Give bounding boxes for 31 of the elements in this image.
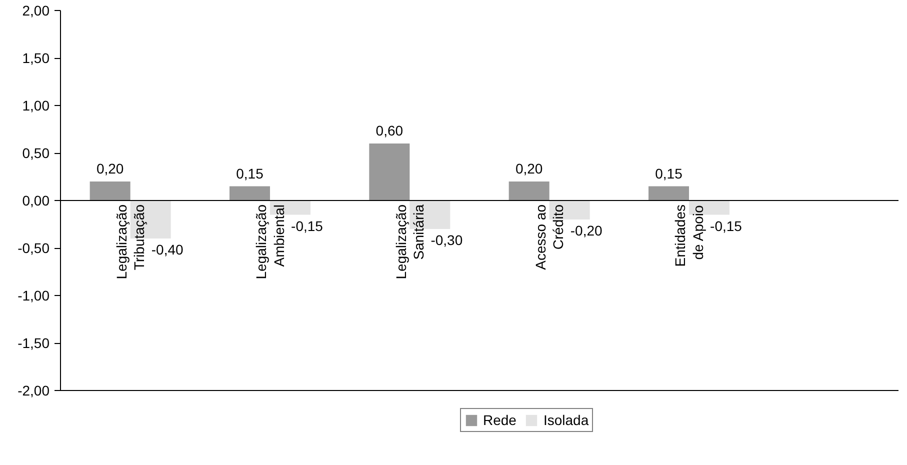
- y-tick-label: 1,00: [22, 98, 50, 114]
- y-tick-label: -1,50: [18, 335, 50, 351]
- data-label: -0,15: [291, 218, 324, 234]
- data-label: -0,20: [570, 222, 603, 238]
- data-label: 0,15: [655, 165, 683, 182]
- data-label: -0,15: [710, 218, 742, 234]
- bar: [648, 186, 689, 200]
- data-label: 0,60: [376, 122, 404, 138]
- bar: [508, 182, 550, 200]
- x-tick-label: Entidades de Apoio: [672, 204, 706, 267]
- y-tick-label: -1,00: [18, 288, 50, 304]
- bar: [369, 144, 410, 200]
- y-tick-label: 1,50: [22, 50, 50, 66]
- y-tick-label: -0,50: [18, 240, 50, 256]
- legend-label: Isolada: [543, 412, 589, 428]
- bar: [90, 182, 130, 200]
- data-label: 0,20: [515, 160, 543, 176]
- data-label: -0,40: [151, 242, 184, 258]
- legend-label: Rede: [483, 412, 516, 428]
- x-tick-label: Acesso ao Crédito: [532, 204, 566, 270]
- x-tick-label: Legalização Sanitária: [392, 204, 426, 280]
- y-tick-label: 2,00: [22, 2, 50, 18]
- x-tick-label: Legalização Ambiental: [253, 204, 287, 280]
- x-tick-label: Legalização Tributação: [114, 204, 148, 280]
- y-tick-label: 0,50: [22, 145, 50, 161]
- data-label: -0,30: [430, 232, 463, 248]
- y-tick-label: 0,00: [22, 192, 50, 208]
- bar: [229, 186, 270, 200]
- data-label: 0,15: [236, 165, 264, 182]
- data-label: 0,20: [96, 160, 124, 176]
- y-tick-label: -2,00: [18, 382, 50, 398]
